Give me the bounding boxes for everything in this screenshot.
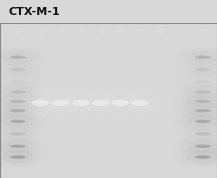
Ellipse shape (10, 80, 26, 84)
Text: 3: 3 (79, 29, 84, 38)
Ellipse shape (10, 56, 26, 59)
Ellipse shape (122, 91, 158, 115)
Ellipse shape (186, 104, 217, 117)
Ellipse shape (195, 155, 211, 159)
Ellipse shape (57, 87, 106, 119)
Ellipse shape (1, 140, 34, 153)
Ellipse shape (36, 87, 85, 119)
Ellipse shape (1, 51, 34, 64)
Text: 6: 6 (137, 29, 143, 38)
Ellipse shape (22, 91, 58, 115)
Ellipse shape (186, 85, 217, 99)
Ellipse shape (116, 87, 164, 119)
Ellipse shape (195, 120, 211, 123)
Text: 2: 2 (58, 29, 63, 38)
Ellipse shape (195, 100, 211, 103)
Ellipse shape (186, 140, 217, 153)
Ellipse shape (10, 145, 26, 148)
Ellipse shape (195, 80, 211, 84)
Ellipse shape (195, 132, 211, 136)
Ellipse shape (92, 100, 110, 106)
Ellipse shape (1, 150, 34, 164)
Ellipse shape (1, 63, 34, 76)
Ellipse shape (186, 51, 217, 64)
Ellipse shape (77, 87, 125, 119)
Ellipse shape (31, 100, 49, 106)
Ellipse shape (186, 127, 217, 140)
Text: M: M (14, 29, 21, 38)
Ellipse shape (186, 63, 217, 76)
Ellipse shape (195, 145, 211, 148)
Ellipse shape (10, 100, 26, 103)
Ellipse shape (10, 90, 26, 94)
Ellipse shape (1, 104, 34, 117)
Text: M: M (199, 29, 207, 38)
Ellipse shape (1, 85, 34, 99)
Ellipse shape (112, 100, 129, 106)
Ellipse shape (131, 100, 149, 106)
Ellipse shape (195, 56, 211, 59)
Ellipse shape (195, 90, 211, 94)
Text: N: N (157, 29, 164, 38)
Ellipse shape (52, 100, 70, 106)
Ellipse shape (186, 150, 217, 164)
Ellipse shape (63, 91, 99, 115)
Ellipse shape (186, 95, 217, 108)
Ellipse shape (102, 91, 138, 115)
Ellipse shape (10, 120, 26, 123)
Ellipse shape (1, 95, 34, 108)
Ellipse shape (195, 109, 211, 112)
Ellipse shape (43, 91, 79, 115)
Text: 4: 4 (98, 29, 104, 38)
Ellipse shape (10, 68, 26, 71)
Ellipse shape (195, 68, 211, 71)
Ellipse shape (72, 100, 90, 106)
Ellipse shape (1, 75, 34, 89)
Text: CTX-M-1: CTX-M-1 (9, 7, 60, 17)
Ellipse shape (96, 87, 145, 119)
Ellipse shape (16, 87, 64, 119)
Ellipse shape (10, 109, 26, 112)
Ellipse shape (186, 75, 217, 89)
Ellipse shape (10, 132, 26, 136)
Ellipse shape (186, 115, 217, 128)
Text: 1: 1 (38, 29, 43, 38)
Text: 5: 5 (118, 29, 123, 38)
Ellipse shape (1, 115, 34, 128)
Ellipse shape (10, 155, 26, 159)
Ellipse shape (1, 127, 34, 140)
Ellipse shape (83, 91, 119, 115)
